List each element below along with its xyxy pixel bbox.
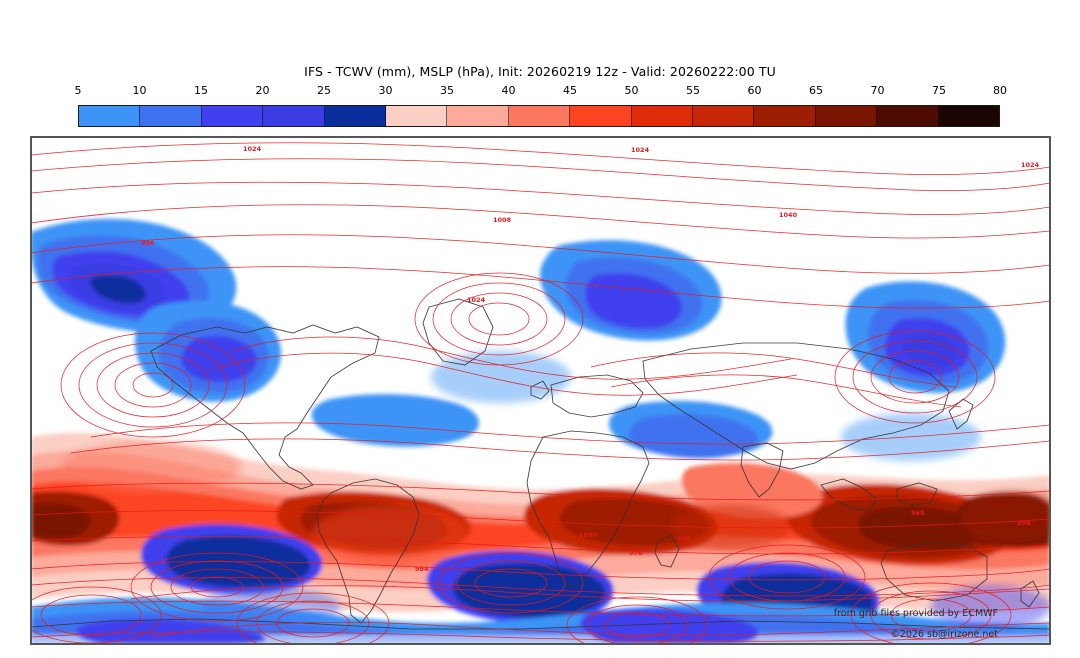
colorbar-tick-10: 10 [132,84,147,97]
colorbar-swatch-25-30 [324,106,387,126]
contour-label-1024-d: 1024 [467,296,486,304]
colorbar-tick-35: 35 [440,84,454,97]
contour-label-1000: 1000 [579,531,598,539]
colorbar-swatch-15-20 [201,106,264,126]
contour-label-1024-a: 1024 [243,145,262,153]
colorbar-swatch-30-35 [386,106,448,126]
contour-label-1008: 1008 [493,216,512,224]
colorbar-swatch-10-15 [140,106,202,126]
contour-label-1040: 1040 [779,211,798,219]
colorbar-swatch-20-25 [263,106,325,126]
colorbar-tick-5: 5 [74,84,82,97]
colorbar-swatch-55-60 [693,106,755,126]
colorbar-tick-20: 20 [255,84,270,97]
colorbar-swatch-45-50 [570,106,632,126]
colorbar-swatch-65-70 [815,106,878,126]
colorbar-tick-45: 45 [563,84,577,97]
mslp-contours [31,142,1050,644]
source-note: from grib files provided by ECMWF [833,608,998,619]
colorbar-swatch-75-80 [938,106,1000,126]
colorbar-swatch-40-45 [508,106,571,126]
colorbar-tick-40: 40 [501,84,516,97]
colorbar-swatch-5-10 [79,106,141,126]
contour-label-984: 984 [415,565,429,573]
colorbar-tick-65: 65 [809,84,823,97]
copyright-note: ©2026 sb@irizone.net [890,629,998,640]
colorbar-swatch-70-75 [877,106,939,126]
colorbar-tick-80: 80 [993,84,1007,97]
mslp-contour-labels: 1024 1024 1024 1040 1008 996 1024 1000 9… [141,145,1040,573]
colorbar-tick-25: 25 [317,84,331,97]
tcwv-field [31,218,1050,644]
colorbar-tick-50: 50 [624,84,639,97]
colorbar-tick-75: 75 [932,84,946,97]
colorbar-tick-30: 30 [378,84,393,97]
contour-label-976: 976 [629,549,643,557]
contour-label-996-b: 996 [1017,519,1031,527]
colorbar-swatch-50-55 [631,106,694,126]
colorbar-tick-labels: 5 10 15 20 25 30 35 40 45 50 55 60 65 70… [0,84,1080,100]
colorbar[interactable] [78,105,1000,127]
colorbar-swatch-60-65 [754,106,816,126]
contour-label-996: 996 [141,239,155,247]
coastlines [31,298,1050,630]
page-title: IFS - TCWV (mm), MSLP (hPa), Init: 20260… [304,64,776,79]
colorbar-swatch-35-40 [447,106,509,126]
colorbar-tick-15: 15 [194,84,208,97]
colorbar-tick-70: 70 [870,84,885,97]
colorbar-tick-55: 55 [686,84,700,97]
contour-label-988: 988 [677,535,691,543]
colorbar-tick-60: 60 [747,84,762,97]
contour-label-968: 968 [911,509,925,517]
map-canvas[interactable]: 1024 1024 1024 1040 1008 996 1024 1000 9… [30,136,1051,645]
contour-label-1024-c: 1024 [1021,161,1040,169]
contour-label-1024-b: 1024 [631,146,650,154]
